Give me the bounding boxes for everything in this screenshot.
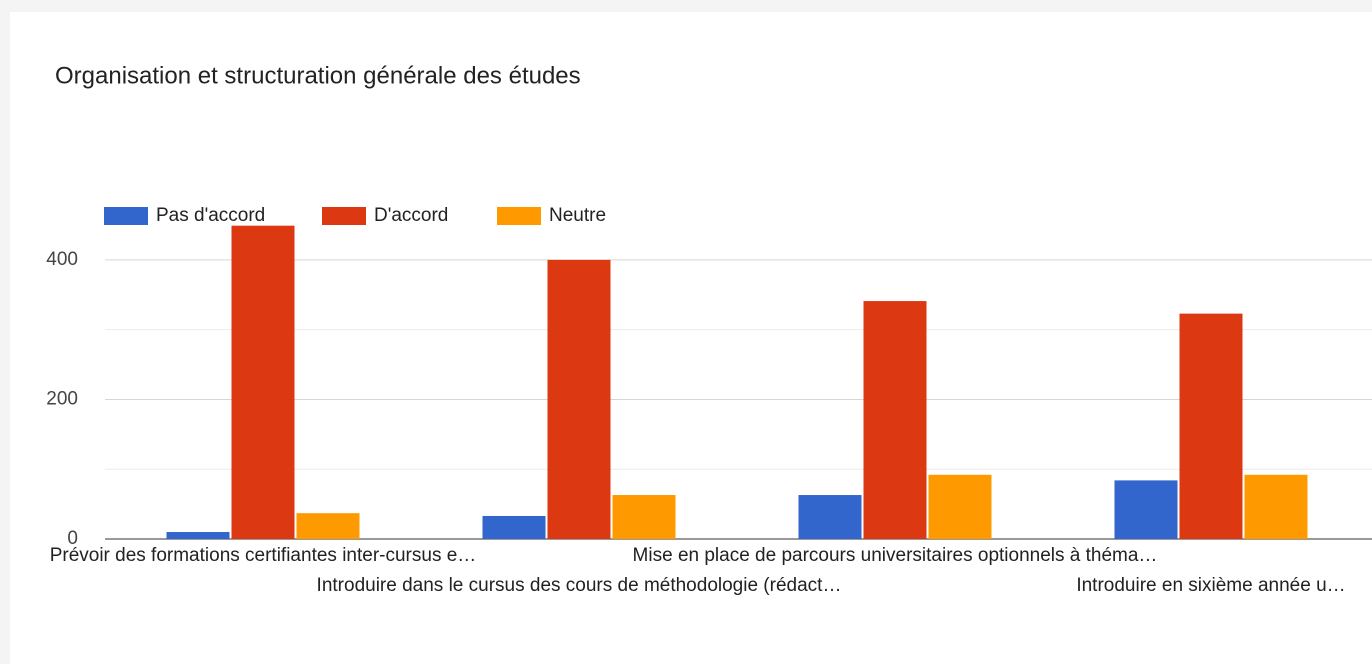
bar [231,225,295,539]
bar [928,474,992,539]
bar [863,301,927,539]
legend-swatch [322,207,366,225]
y-tick-label: 200 [46,388,78,409]
x-tick-label: Introduire dans le cursus des cours de m… [317,575,842,596]
bar [1244,474,1308,539]
legend-swatch [104,207,148,225]
panel [10,12,1372,664]
y-tick-label: 0 [67,528,78,549]
bar [1179,313,1243,539]
chart-title: Organisation et structuration générale d… [55,62,581,89]
bar [296,513,360,539]
legend-label: D'accord [374,205,448,226]
bar [612,495,676,539]
bar [547,259,611,539]
x-tick-label: Mise en place de parcours universitaires… [633,545,1158,566]
bar [482,515,546,539]
bar [1114,480,1178,539]
y-tick-label: 400 [46,249,78,270]
bar [798,495,862,539]
legend-swatch [497,207,541,225]
legend-label: Pas d'accord [156,205,265,226]
x-tick-label: Prévoir des formations certifiantes inte… [50,545,477,566]
legend-label: Neutre [549,205,606,226]
bar [166,532,230,539]
x-tick-label: Introduire en sixième année u… [1076,575,1345,596]
